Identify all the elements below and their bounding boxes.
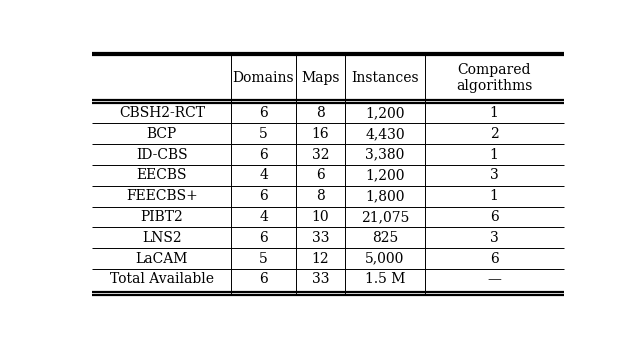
- Text: 16: 16: [312, 127, 330, 141]
- Text: 3: 3: [490, 168, 499, 183]
- Text: 32: 32: [312, 147, 330, 162]
- Text: 5,000: 5,000: [365, 252, 404, 265]
- Text: 12: 12: [312, 252, 330, 265]
- Text: 6: 6: [316, 168, 325, 183]
- Text: PIBT2: PIBT2: [140, 210, 183, 224]
- Text: 33: 33: [312, 231, 330, 245]
- Text: ID-CBS: ID-CBS: [136, 147, 188, 162]
- Text: 4: 4: [259, 210, 268, 224]
- Text: FEECBS+: FEECBS+: [126, 189, 198, 203]
- Text: Domains: Domains: [233, 71, 294, 85]
- Text: 33: 33: [312, 272, 330, 286]
- Text: LaCAM: LaCAM: [136, 252, 188, 265]
- Text: Compared
algorithms: Compared algorithms: [456, 62, 532, 93]
- Text: 8: 8: [316, 106, 325, 120]
- Text: CBSH2-RCT: CBSH2-RCT: [119, 106, 205, 120]
- Text: 3,380: 3,380: [365, 147, 404, 162]
- Text: 2: 2: [490, 127, 499, 141]
- Text: Maps: Maps: [301, 71, 340, 85]
- Text: 6: 6: [259, 147, 268, 162]
- Text: 21,075: 21,075: [361, 210, 409, 224]
- Text: 5: 5: [259, 127, 268, 141]
- Text: 1,800: 1,800: [365, 189, 404, 203]
- Text: —: —: [487, 272, 501, 286]
- Text: EECBS: EECBS: [136, 168, 187, 183]
- Text: 3: 3: [490, 231, 499, 245]
- Text: 1: 1: [490, 106, 499, 120]
- Text: 8: 8: [316, 189, 325, 203]
- Text: 6: 6: [490, 210, 499, 224]
- Text: 6: 6: [259, 272, 268, 286]
- Text: 825: 825: [372, 231, 398, 245]
- Text: 6: 6: [490, 252, 499, 265]
- Text: 1,200: 1,200: [365, 168, 404, 183]
- Text: BCP: BCP: [147, 127, 177, 141]
- Text: 10: 10: [312, 210, 330, 224]
- Text: Total Available: Total Available: [110, 272, 214, 286]
- Text: 4,430: 4,430: [365, 127, 405, 141]
- Text: 1,200: 1,200: [365, 106, 404, 120]
- Text: 6: 6: [259, 106, 268, 120]
- Text: 6: 6: [259, 231, 268, 245]
- Text: 1: 1: [490, 147, 499, 162]
- Text: Instances: Instances: [351, 71, 419, 85]
- Text: 5: 5: [259, 252, 268, 265]
- Text: 1.5 M: 1.5 M: [365, 272, 405, 286]
- Text: 4: 4: [259, 168, 268, 183]
- Text: LNS2: LNS2: [142, 231, 182, 245]
- Text: 6: 6: [259, 189, 268, 203]
- Text: 1: 1: [490, 189, 499, 203]
